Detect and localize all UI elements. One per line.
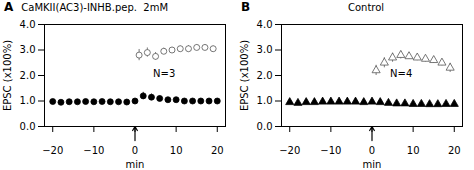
svg-text:3.0: 3.0 xyxy=(20,44,36,55)
svg-text:−20: −20 xyxy=(279,145,300,156)
svg-text:0.0: 0.0 xyxy=(20,121,36,132)
svg-text:−20: −20 xyxy=(42,145,63,156)
svg-text:4.0: 4.0 xyxy=(257,19,273,30)
svg-text:3.0: 3.0 xyxy=(257,44,273,55)
svg-text:−10: −10 xyxy=(83,145,104,156)
svg-text:N=3: N=3 xyxy=(153,68,175,79)
svg-text:−10: −10 xyxy=(320,145,341,156)
html-text:Control: Control xyxy=(348,2,385,13)
svg-text:4.0: 4.0 xyxy=(20,19,36,30)
svg-text:0: 0 xyxy=(369,145,375,156)
svg-text:20: 20 xyxy=(448,145,461,156)
html-text:A: A xyxy=(4,0,14,14)
html-text:B: B xyxy=(241,0,251,14)
svg-text:10: 10 xyxy=(170,145,183,156)
svg-text:2.0: 2.0 xyxy=(257,70,273,81)
svg-text:EPSC (x100%): EPSC (x100%) xyxy=(239,40,250,111)
svg-text:0: 0 xyxy=(132,145,138,156)
svg-text:0.0: 0.0 xyxy=(257,121,273,132)
svg-text:N=4: N=4 xyxy=(390,68,412,79)
svg-text:min: min xyxy=(363,159,382,170)
html-text:CaMKII(AC3)-INHB.pep. 2mM: CaMKII(AC3)-INHB.pep. 2mM xyxy=(21,2,168,13)
svg-text:min: min xyxy=(126,159,145,170)
svg-text:10: 10 xyxy=(407,145,420,156)
svg-text:2.0: 2.0 xyxy=(20,70,36,81)
svg-text:1.0: 1.0 xyxy=(257,95,273,106)
svg-text:1.0: 1.0 xyxy=(20,95,36,106)
svg-text:EPSC (x100%): EPSC (x100%) xyxy=(2,40,13,111)
svg-text:20: 20 xyxy=(211,145,224,156)
